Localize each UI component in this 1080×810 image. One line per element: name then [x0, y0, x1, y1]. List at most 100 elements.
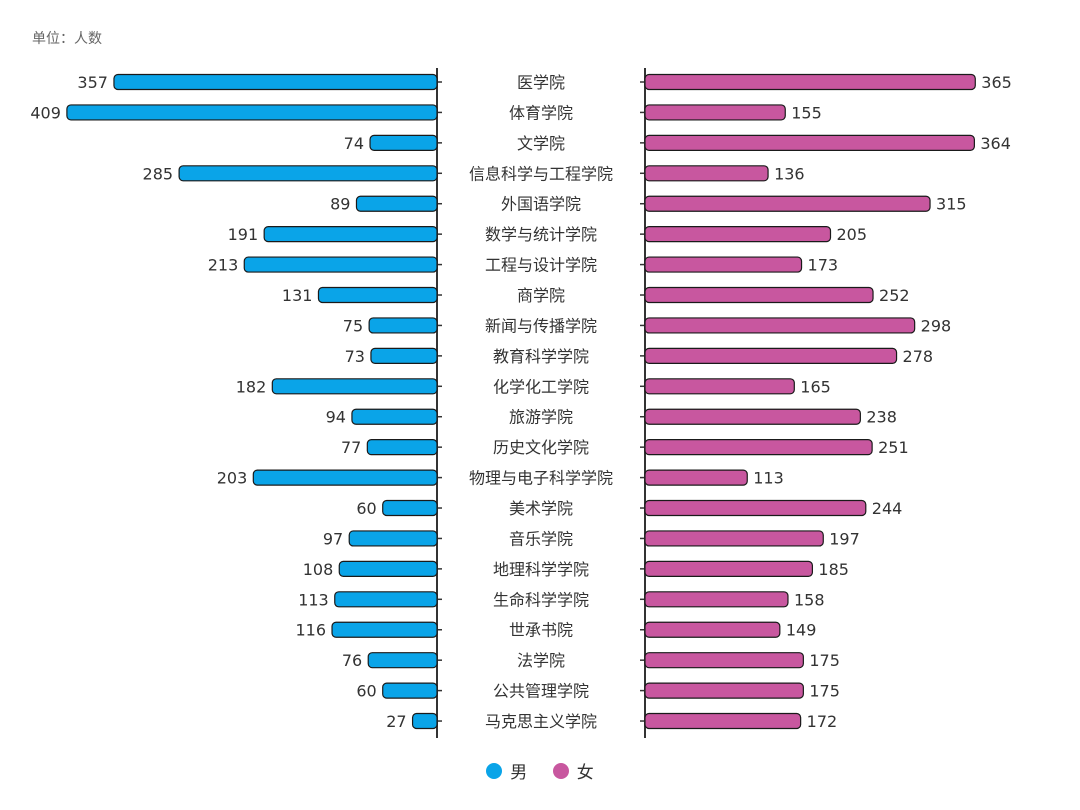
bar-female[interactable]: [644, 652, 804, 669]
bar-male[interactable]: [263, 226, 438, 243]
bar-male[interactable]: [252, 469, 438, 486]
data-label-female: 136: [774, 164, 805, 183]
bar-male[interactable]: [348, 530, 438, 547]
category-label: 生命科学学院: [493, 590, 589, 609]
data-label-male: 27: [386, 712, 406, 731]
category-label: 信息科学与工程学院: [469, 164, 613, 183]
data-label-male: 97: [323, 529, 343, 548]
bar-female[interactable]: [644, 195, 931, 212]
data-label-female: 155: [791, 103, 822, 122]
bar-male[interactable]: [178, 165, 438, 182]
legend-item-female[interactable]: 女: [552, 758, 594, 783]
category-label: 教育科学学院: [493, 347, 589, 366]
bar-female[interactable]: [644, 712, 802, 730]
category-label: 新闻与传播学院: [485, 316, 597, 335]
data-label-female: 175: [809, 682, 840, 701]
bar-male[interactable]: [382, 682, 438, 699]
data-label-female: 238: [866, 408, 897, 427]
data-label-female: 175: [809, 651, 840, 670]
bar-female[interactable]: [644, 530, 824, 547]
legend-item-male[interactable]: 男: [486, 758, 527, 783]
bar-male[interactable]: [366, 439, 438, 456]
category-label: 物理与电子科学学院: [469, 469, 613, 488]
bar-female[interactable]: [644, 469, 748, 486]
data-label-male: 73: [345, 347, 365, 366]
data-label-female: 364: [980, 134, 1011, 153]
data-label-male: 94: [326, 408, 346, 427]
data-label-male: 357: [77, 73, 108, 92]
data-label-female: 244: [872, 499, 903, 518]
data-label-female: 197: [829, 529, 860, 548]
data-label-male: 182: [236, 377, 267, 396]
legend: 男 女: [0, 758, 1080, 784]
data-label-male: 213: [208, 256, 239, 275]
bar-male[interactable]: [382, 499, 438, 517]
bar-female[interactable]: [644, 682, 804, 699]
data-label-female: 315: [936, 195, 967, 214]
bar-female[interactable]: [644, 286, 874, 304]
category-label: 旅游学院: [509, 408, 573, 427]
category-label: 世承书院: [509, 621, 573, 640]
category-label: 外国语学院: [501, 195, 581, 214]
data-label-male: 203: [217, 469, 248, 488]
bar-female[interactable]: [644, 134, 975, 151]
bar-female[interactable]: [644, 378, 795, 395]
bar-female[interactable]: [644, 165, 769, 182]
legend-dot-male: [486, 762, 503, 779]
bar-female[interactable]: [644, 256, 803, 273]
data-label-male: 60: [356, 682, 376, 701]
bar-female[interactable]: [644, 408, 861, 425]
bar-female[interactable]: [644, 73, 976, 91]
bar-male[interactable]: [317, 286, 438, 304]
bar-male[interactable]: [334, 591, 438, 608]
category-label: 公共管理学院: [493, 682, 589, 701]
bar-female[interactable]: [644, 347, 898, 364]
bar-male[interactable]: [368, 317, 438, 334]
category-label: 工程与设计学院: [485, 256, 597, 275]
bar-male[interactable]: [271, 378, 438, 395]
data-label-male: 285: [143, 164, 174, 183]
bar-female[interactable]: [644, 104, 786, 121]
data-label-male: 409: [30, 103, 61, 122]
bar-male[interactable]: [370, 347, 438, 364]
bar-male[interactable]: [66, 104, 438, 121]
category-label: 马克思主义学院: [485, 712, 597, 731]
data-label-female: 205: [837, 225, 868, 244]
category-label: 法学院: [517, 651, 565, 670]
category-label: 美术学院: [509, 499, 573, 518]
bar-male[interactable]: [411, 712, 438, 730]
category-label: 数学与统计学院: [485, 225, 597, 244]
category-label: 商学院: [517, 286, 565, 305]
bar-female[interactable]: [644, 499, 867, 517]
bar-male[interactable]: [113, 73, 438, 91]
bar-male[interactable]: [338, 560, 438, 577]
bar-female[interactable]: [644, 560, 814, 577]
data-label-male: 113: [298, 590, 329, 609]
data-label-male: 76: [342, 651, 362, 670]
data-label-male: 191: [228, 225, 259, 244]
data-label-female: 172: [807, 712, 838, 731]
bar-male[interactable]: [355, 195, 438, 212]
bar-female[interactable]: [644, 439, 873, 456]
bar-male[interactable]: [351, 408, 438, 425]
butterfly-bar-chart: 357 365 医学院 409 155 体育学院 74 364 文学院 285 136 信息科学与工程…: [30, 68, 1012, 738]
data-label-female: 365: [981, 73, 1012, 92]
category-label: 体育学院: [509, 103, 573, 122]
data-label-female: 251: [878, 438, 909, 457]
bar-male[interactable]: [331, 621, 438, 638]
legend-label-female: 女: [576, 763, 594, 783]
bar-female[interactable]: [644, 317, 916, 334]
data-label-female: 278: [903, 347, 934, 366]
bar-male[interactable]: [367, 652, 438, 669]
data-label-female: 173: [808, 256, 839, 275]
data-label-male: 77: [341, 438, 361, 457]
bar-male[interactable]: [243, 256, 438, 273]
data-label-female: 298: [921, 316, 952, 335]
bar-female[interactable]: [644, 621, 781, 638]
category-label: 化学化工学院: [493, 377, 589, 396]
data-label-male: 108: [303, 560, 334, 579]
bar-male[interactable]: [369, 134, 438, 151]
bar-female[interactable]: [644, 591, 789, 608]
unit-label: 单位：人数: [32, 31, 102, 47]
bar-female[interactable]: [644, 226, 832, 243]
